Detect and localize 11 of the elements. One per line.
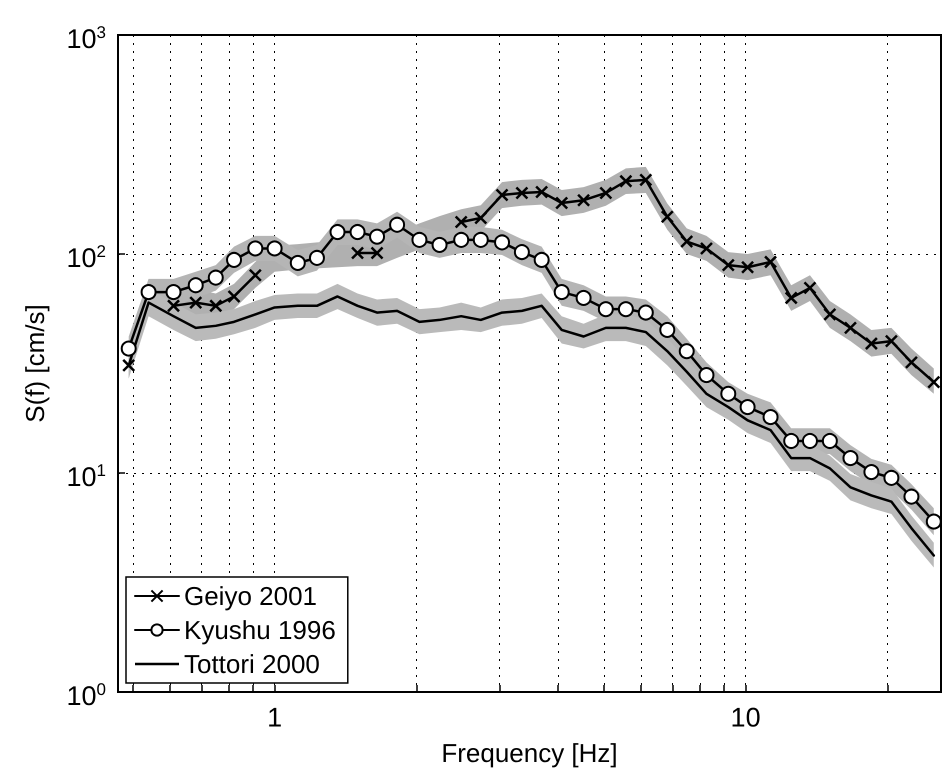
x-tick-label: 1: [267, 702, 282, 732]
legend-label: Kyushu 1996: [184, 615, 336, 645]
y-tick-label: 10$^{2}$: [66, 241, 106, 273]
x-axis-title: Frequency [Hz]: [441, 738, 618, 768]
x-tick-label: 10: [730, 702, 761, 732]
y-tick-label: 10$^{3}$: [66, 22, 106, 54]
y-tick-label: 10$^{1}$: [66, 460, 106, 492]
y-tick-label: 10$^{0}$: [66, 679, 106, 711]
legend-label: Tottori 2000: [184, 649, 320, 679]
y-axis-title: S(f) [cm/s]: [20, 304, 50, 423]
legend-label: Geiyo 2001: [184, 581, 317, 611]
